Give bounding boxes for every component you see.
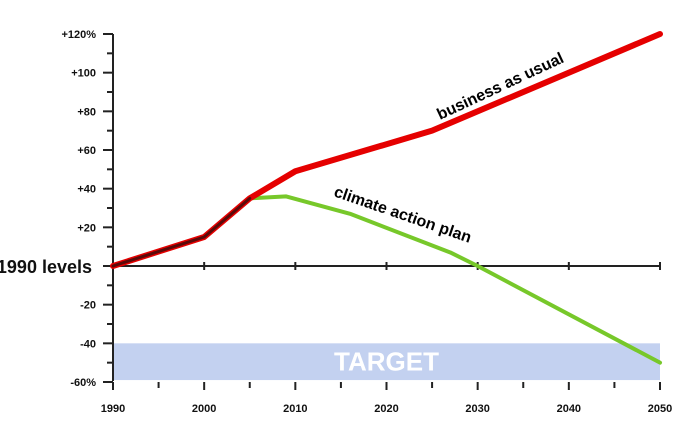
x-tick-label: 2020 bbox=[374, 403, 398, 415]
y-tick-label: +80 bbox=[77, 106, 96, 118]
historical-line bbox=[111, 196, 252, 268]
axes: +120% +100 +80 +60 +40 +20 1990 levels -20 -40 -6… bbox=[0, 29, 672, 415]
x-tick-label: 2050 bbox=[648, 403, 672, 415]
target-band bbox=[114, 343, 660, 381]
target-band-label: TARGET bbox=[334, 347, 439, 377]
x-tick-label: 2010 bbox=[283, 403, 307, 415]
y-tick-label: -20 bbox=[80, 300, 96, 312]
series-line-business-as-usual bbox=[110, 31, 663, 269]
y-tick-label: -60% bbox=[70, 377, 96, 389]
y-tick-label: +100 bbox=[71, 68, 96, 80]
y-tick-label: -40 bbox=[80, 338, 96, 350]
x-tick-label: 2030 bbox=[465, 403, 489, 415]
x-tick-label: 2000 bbox=[192, 403, 216, 415]
series-label-business-as-usual: business as usual bbox=[435, 50, 567, 124]
y-tick-label: 1990 levels bbox=[0, 257, 92, 277]
y-tick-label: +120% bbox=[61, 29, 96, 41]
y-tick-label: +20 bbox=[77, 222, 96, 234]
series-lines bbox=[110, 31, 663, 365]
x-tick-label: 2040 bbox=[557, 403, 581, 415]
series-line-climate-action-plan bbox=[247, 194, 662, 365]
x-tick-label: 1990 bbox=[101, 403, 125, 415]
y-tick-label: +60 bbox=[77, 145, 96, 157]
y-tick-label: +40 bbox=[77, 184, 96, 196]
